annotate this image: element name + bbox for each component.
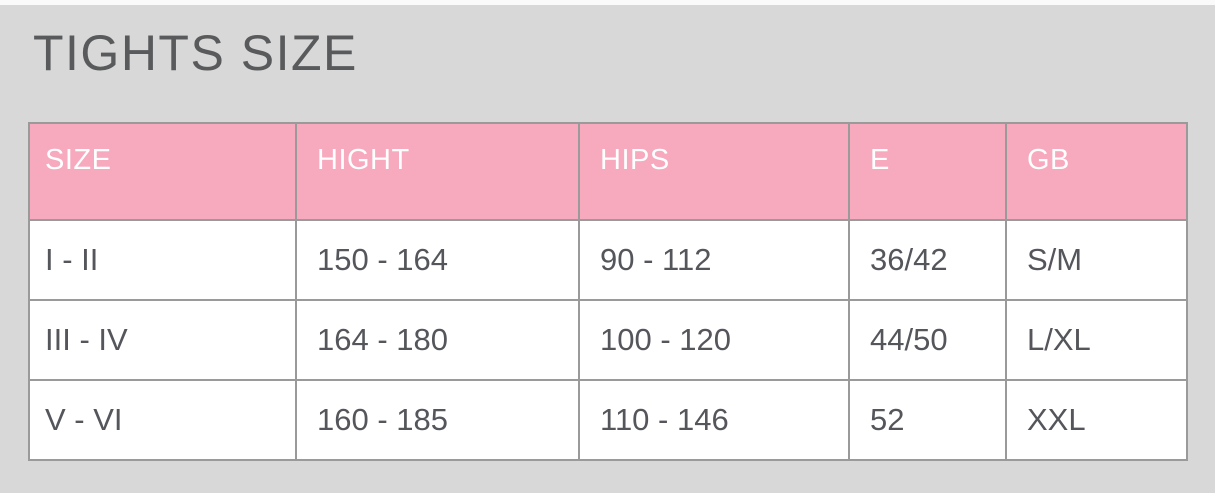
table-cell-gb: L/XL <box>1005 299 1188 381</box>
top-strip <box>0 0 1215 5</box>
table-row: I - II 150 - 164 90 - 112 36/42 S/M <box>28 219 1188 301</box>
page-title: TIGHTS SIZE <box>33 25 358 81</box>
table-cell-hips: 110 - 146 <box>578 379 850 461</box>
header-cell-hips: HIPS <box>578 122 850 221</box>
table-row: III - IV 164 - 180 100 - 120 44/50 L/XL <box>28 299 1188 381</box>
table-cell-hips: 90 - 112 <box>578 219 850 301</box>
table-cell-hight: 164 - 180 <box>295 299 580 381</box>
table-cell-size: V - VI <box>28 379 297 461</box>
table-cell-size: III - IV <box>28 299 297 381</box>
table-cell-gb: S/M <box>1005 219 1188 301</box>
table-cell-e: 44/50 <box>848 299 1007 381</box>
table-row: V - VI 160 - 185 110 - 146 52 XXL <box>28 379 1188 461</box>
tights-size-table: SIZE HIGHT HIPS E GB I - II 150 - 164 90… <box>28 122 1188 461</box>
header-cell-gb: GB <box>1005 122 1188 221</box>
table-cell-hight: 160 - 185 <box>295 379 580 461</box>
table-cell-e: 52 <box>848 379 1007 461</box>
header-cell-e: E <box>848 122 1007 221</box>
table-cell-hips: 100 - 120 <box>578 299 850 381</box>
table-cell-hight: 150 - 164 <box>295 219 580 301</box>
table-cell-size: I - II <box>28 219 297 301</box>
header-cell-size: SIZE <box>28 122 297 221</box>
table-header-row: SIZE HIGHT HIPS E GB <box>28 122 1188 221</box>
table-cell-gb: XXL <box>1005 379 1188 461</box>
table-cell-e: 36/42 <box>848 219 1007 301</box>
header-cell-hight: HIGHT <box>295 122 580 221</box>
